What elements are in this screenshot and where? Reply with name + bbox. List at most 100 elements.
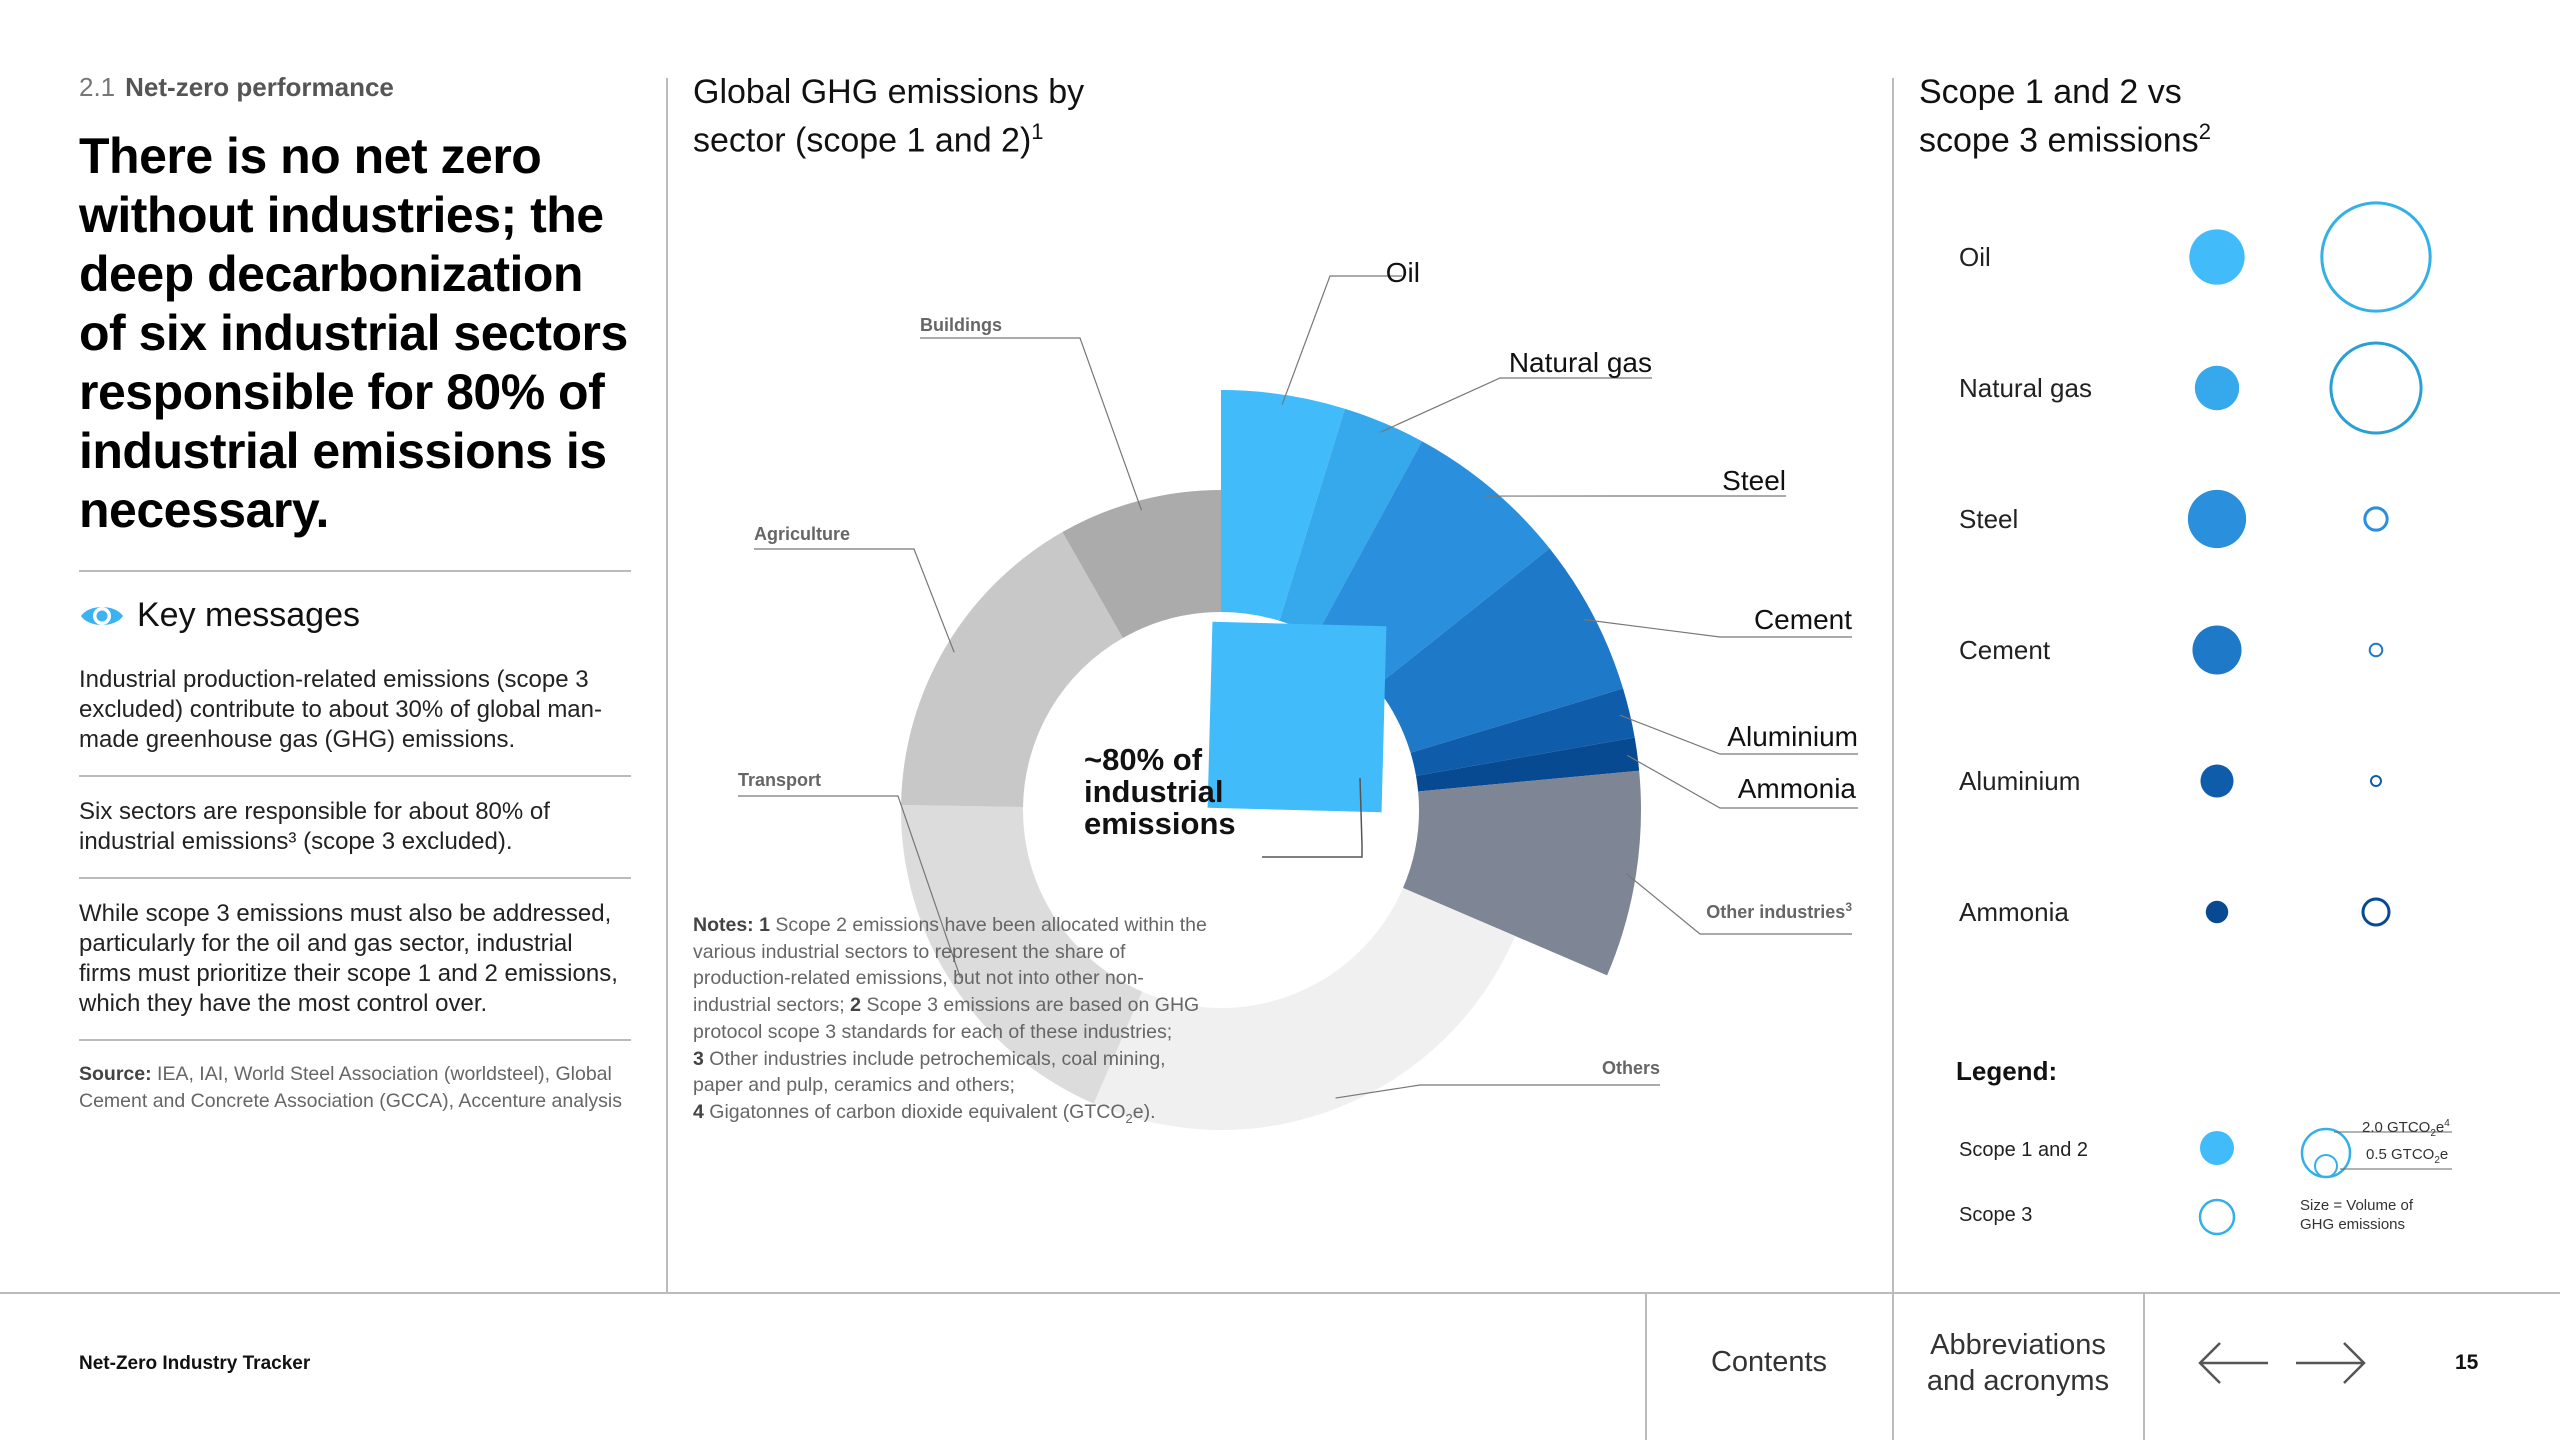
note-1-num: 1 xyxy=(759,914,770,936)
contents-button[interactable]: Contents xyxy=(1710,1346,1828,1378)
donut-leader-line xyxy=(1625,873,1852,935)
note-4-sub: 2 xyxy=(1125,1110,1133,1126)
donut-label-transport: Transport xyxy=(738,770,821,790)
center-label-line: industrial xyxy=(1084,774,1224,809)
bubble-scope3-cement xyxy=(2368,642,2384,658)
bubble-scope3-ammonia xyxy=(2361,897,2391,927)
donut-label-aluminium: Aluminium xyxy=(1727,721,1858,752)
note-2-num: 2 xyxy=(850,994,862,1017)
abbreviations-line1: Abbreviations xyxy=(1930,1329,2106,1361)
donut-leader-line xyxy=(1335,1084,1660,1099)
legend-title: Legend: xyxy=(1956,1056,2058,1086)
legend-scope3-swatch xyxy=(2198,1198,2236,1236)
bubble-chart-title: Scope 1 and 2 vs scope 3 emissions2 xyxy=(1919,72,2211,160)
divider xyxy=(79,775,631,777)
bubble-row-label: Steel xyxy=(1959,504,2019,534)
donut-label-buildings: Buildings xyxy=(920,315,1002,335)
source-text: IEA, IAI, World Steel Association (world… xyxy=(79,1063,623,1112)
arrow-left-icon[interactable] xyxy=(2194,1338,2274,1388)
abbreviations-line2: and acronyms xyxy=(1926,1365,2110,1397)
donut-slice-aluminium xyxy=(1410,688,1635,776)
bubble-title-sup: 2 xyxy=(2198,119,2211,144)
donut-label-natural-gas: Natural gas xyxy=(1509,347,1652,378)
donut-leader-line xyxy=(754,548,955,653)
donut-leader-line xyxy=(1380,377,1652,433)
donut-title-sup: 1 xyxy=(1031,119,1044,144)
section-number: 2.1 xyxy=(79,72,116,102)
donut-label-others: Others xyxy=(1602,1058,1660,1078)
bubble-scope3-natural-gas xyxy=(2329,341,2423,435)
legend-size-big-label: 2.0 GTCO2e4 xyxy=(2362,1118,2450,1139)
abbreviations-button[interactable]: Abbreviations and acronyms xyxy=(1894,1327,2142,1399)
eye-icon xyxy=(81,606,123,625)
note-2-text: Scope 3 emissions are based on GHG proto… xyxy=(693,994,1200,1043)
key-messages-header: Key messages xyxy=(79,596,631,635)
bubble-scope3-aluminium xyxy=(2370,775,2382,787)
key-messages-title: Key messages xyxy=(137,596,360,634)
bubble-title-line2: scope 3 emissions xyxy=(1919,121,2199,160)
donut-label-ammonia: Ammonia xyxy=(1738,773,1857,804)
section-title: Net-zero performance xyxy=(125,72,394,102)
key-message-3: While scope 3 emissions must also be add… xyxy=(79,900,618,1017)
footer-divider xyxy=(0,1292,2560,1294)
note-1-text: Scope 2 emissions have been allocated wi… xyxy=(693,914,1207,1017)
donut-leader-line xyxy=(1627,754,1858,809)
donut-title-line2: sector (scope 1 and 2) xyxy=(693,121,1032,160)
donut-leader-line xyxy=(1281,275,1402,405)
footer-brand: Net-Zero Industry Tracker xyxy=(79,1353,311,1374)
key-message-1: Industrial production-related emissions … xyxy=(79,666,602,753)
donut-label-cement: Cement xyxy=(1754,604,1852,635)
divider xyxy=(79,1039,631,1041)
bubble-scope12-natural-gas xyxy=(2194,365,2240,411)
center-label-line: ~80% of xyxy=(1084,742,1203,777)
donut-slice-natural-gas xyxy=(1279,408,1423,637)
donut-slice-other-industries xyxy=(1403,770,1641,976)
source-note: Source: IEA, IAI, World Steel Associatio… xyxy=(79,1061,631,1115)
donut-leader-line xyxy=(1584,619,1852,638)
note-4-end: e). xyxy=(1132,1100,1156,1123)
bubble-scope12-oil xyxy=(2189,229,2245,285)
bubble-row-label: Oil xyxy=(1959,242,1991,272)
legend-scope3-label: Scope 3 xyxy=(1959,1204,2033,1226)
divider xyxy=(79,570,631,572)
donut-slice-cement xyxy=(1375,548,1624,753)
notes-label: Notes: xyxy=(693,914,754,936)
column-separator xyxy=(666,78,668,1293)
bubble-scope12-steel xyxy=(2187,489,2247,549)
donut-label-other-industries: Other industries3 xyxy=(1706,900,1852,922)
center-leader-line xyxy=(1262,777,1363,858)
bubble-row-label: Aluminium xyxy=(1959,766,2081,796)
donut-chart-title: Global GHG emissions by sector (scope 1 … xyxy=(693,72,1084,160)
bubble-scope3-oil xyxy=(2320,201,2432,313)
legend-size-note: Size = Volume of GHG emissions xyxy=(2300,1197,2413,1233)
legend-size-small-label: 0.5 GTCO2e xyxy=(2366,1146,2449,1166)
chart-notes: Notes: 1 Scope 2 emissions have been all… xyxy=(693,912,1213,1133)
note-3-num: 3 xyxy=(693,1047,704,1070)
source-label: Source: xyxy=(79,1063,152,1085)
footer-separator xyxy=(1645,1293,1647,1440)
section-tag: 2.1 Net-zero performance xyxy=(79,72,631,103)
donut-leader-line xyxy=(1619,714,1858,755)
note-3-text: Other industries include petrochemicals,… xyxy=(693,1047,1166,1097)
page-headline: There is no net zero without industries;… xyxy=(79,128,628,538)
divider xyxy=(79,877,631,879)
note-4-text: Gigatonnes of carbon dioxide equivalent … xyxy=(709,1100,1126,1123)
note-4-num: 4 xyxy=(693,1100,704,1123)
bubble-row-label: Cement xyxy=(1959,635,2051,665)
donut-label-agriculture: Agriculture xyxy=(754,524,850,544)
donut-leader-line xyxy=(920,337,1143,511)
arrow-right-icon[interactable] xyxy=(2290,1338,2370,1388)
donut-label-oil: Oil xyxy=(1386,257,1420,288)
bubble-scope12-cement xyxy=(2192,625,2242,675)
column-separator xyxy=(1892,78,1894,1293)
center-label-line: emissions xyxy=(1084,806,1236,841)
legend-scope12-label: Scope 1 and 2 xyxy=(1959,1139,2088,1161)
center-highlight-square xyxy=(1207,621,1387,813)
legend-size-small-circle xyxy=(2314,1154,2338,1178)
bubble-row-label: Ammonia xyxy=(1959,897,2069,927)
key-message-2: Six sectors are responsible for about 80… xyxy=(79,798,550,855)
bubble-row-label: Natural gas xyxy=(1959,373,2092,403)
bubble-scope12-ammonia xyxy=(2205,900,2229,924)
page-number: 15 xyxy=(2455,1351,2479,1374)
footer-separator xyxy=(1892,1293,1894,1440)
